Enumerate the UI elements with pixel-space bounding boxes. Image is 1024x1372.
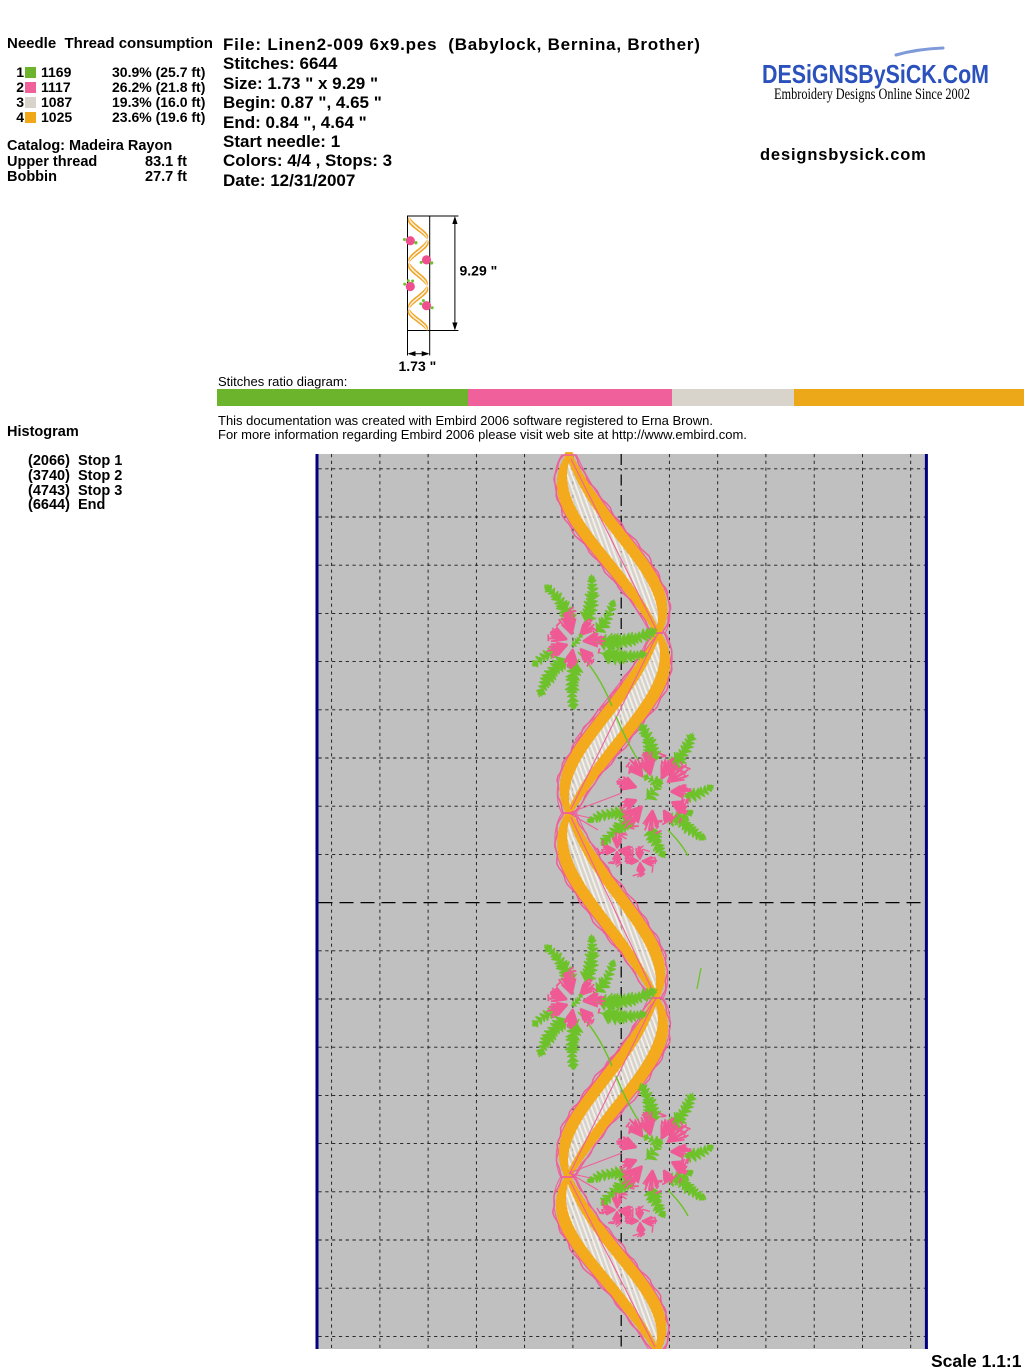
svg-text:1.73 ": 1.73 "	[399, 358, 437, 374]
svg-text:9.29 ": 9.29 "	[460, 263, 498, 279]
svg-text:Embroidery Designs Online Sinc: Embroidery Designs Online Since 2002	[774, 86, 970, 103]
svg-text:DESiGNSBySiCK.CoM: DESiGNSBySiCK.CoM	[762, 59, 989, 89]
